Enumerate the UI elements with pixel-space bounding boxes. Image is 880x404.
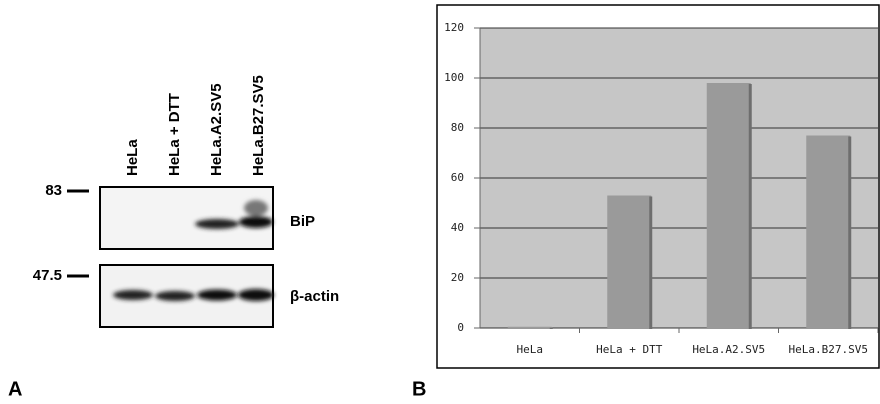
marker-label: 83: [45, 182, 62, 199]
bar: [607, 196, 651, 329]
x-tick-label: HeLa.A2.SV5: [692, 343, 765, 356]
bar-side: [848, 137, 851, 330]
western-blot: [67, 187, 274, 327]
y-tick-label: 80: [451, 121, 464, 134]
lane-label: HeLa: [124, 139, 141, 176]
marker-label: 47.5: [33, 267, 62, 284]
y-tick-label: 60: [451, 171, 464, 184]
bar-side: [649, 197, 652, 330]
bar: [806, 136, 850, 329]
y-tick-label: 0: [457, 321, 464, 334]
lane-label: HeLa + DTT: [166, 93, 183, 176]
band-label: β-actin: [290, 288, 339, 305]
bar-side: [550, 328, 553, 329]
panel-label: A: [8, 378, 22, 400]
y-tick-label: 120: [444, 21, 464, 34]
x-tick-label: HeLa.B27.SV5: [789, 343, 868, 356]
band-label: BiP: [290, 213, 315, 230]
lane-label: HeLa.A2.SV5: [208, 83, 225, 176]
y-tick-label: 100: [444, 71, 464, 84]
y-tick-label: 40: [451, 221, 464, 234]
x-tick-label: HeLa + DTT: [596, 343, 663, 356]
figure: 83 47.5 BiP β-actin HeLa HeLa + DTT HeLa…: [0, 0, 880, 404]
panel-label: B: [412, 378, 426, 400]
lane-label: HeLa.B27.SV5: [250, 75, 267, 176]
y-tick-label: 20: [451, 271, 464, 284]
bar: [508, 327, 552, 328]
bar-side: [749, 84, 752, 329]
bar: [707, 83, 751, 328]
x-tick-label: HeLa: [517, 343, 544, 356]
